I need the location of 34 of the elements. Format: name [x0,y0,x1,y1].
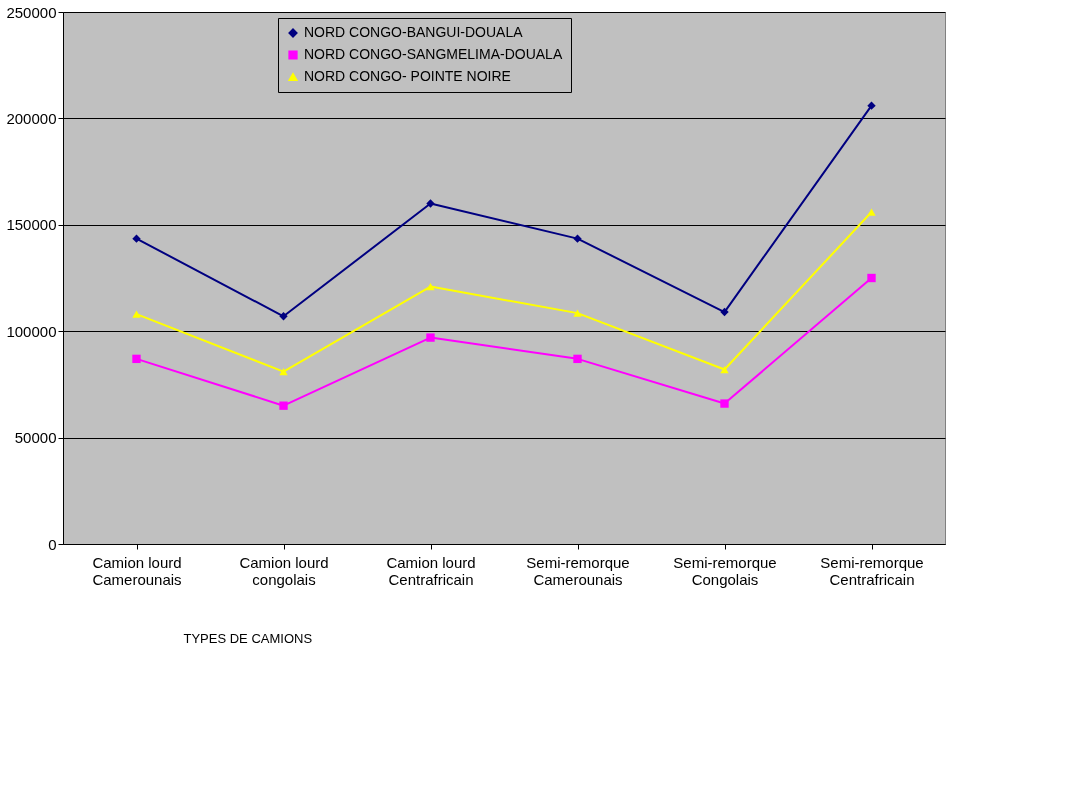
point [867,101,876,110]
point [279,368,288,376]
point [426,199,435,208]
y-tick-label: 150000 [6,216,57,234]
point [132,354,141,364]
y-tick-label: 0 [48,535,57,553]
x-tick-label: Semi-remorque Camerounais [526,553,630,588]
point [279,401,288,410]
x-tick-label: Camion lourd congolais [239,553,329,588]
point [573,354,582,364]
x-tick-label: Camion lourd Camerounais [92,553,182,588]
point [426,282,435,291]
point [867,208,876,216]
point [426,333,435,342]
point [279,312,288,321]
point [867,273,876,283]
y-tick-label: 250000 [6,3,57,21]
point [573,309,582,317]
x-tick-label: Semi-remorque Centrafricain [820,553,924,588]
point [720,365,729,374]
y-tick-label: 200000 [6,109,57,127]
y-tick-label: 50000 [14,429,57,447]
x-tick-label: Semi-remorque Congolais [673,553,777,588]
x-axis-title: TYPES DE CAMIONS [183,630,313,646]
point [132,310,141,318]
x-tick-label: Camion lourd Centrafricain [386,553,476,588]
point [720,399,729,408]
legend-label: NORD CONGO-SANGMELIMA-DOUALA [304,46,563,62]
legend-label: NORD CONGO- POINTE NOIRE [304,68,511,84]
point [573,234,582,243]
y-tick-label: 100000 [6,322,57,340]
point [720,307,729,317]
legend-label: NORD CONGO-BANGUI-DOUALA [304,24,524,40]
point [132,234,141,243]
